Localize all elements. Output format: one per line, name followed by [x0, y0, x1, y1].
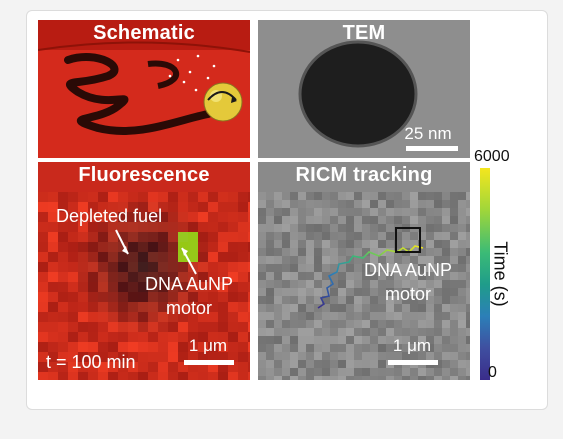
time-label: t = 100 min — [46, 352, 136, 372]
tem-scale-label: 25 nm — [404, 124, 452, 143]
tem-title: TEM — [342, 22, 386, 44]
colorbar-min-label: 0 — [488, 364, 497, 381]
motor-label-line1: DNA AuNP — [144, 274, 234, 294]
fluorescence-scale-bar — [184, 360, 234, 365]
fluorescence-scale-label: 1 μm — [188, 336, 228, 355]
ricm-scale-label: 1 μm — [392, 336, 432, 355]
fluorescence-panel: Fluorescence Depleted fuel DNA AuNP moto… — [38, 162, 250, 380]
schematic-title: Schematic — [93, 22, 195, 44]
motor-label-line2: motor — [165, 298, 212, 318]
depleted-fuel-label: Depleted fuel — [56, 206, 163, 226]
ricm-scale-bar — [388, 360, 438, 365]
schematic-illustration — [38, 20, 250, 135]
colorbar-max-label: 6000 — [474, 148, 510, 165]
tem-image — [298, 40, 418, 148]
ricm-panel: RICM tracking DNA AuNP motor 1 μm — [258, 162, 470, 380]
time-colorbar — [480, 168, 490, 380]
fluorescence-title: Fluorescence — [78, 164, 210, 186]
ricm-motor-label-line1: DNA AuNP — [363, 260, 453, 280]
tem-panel: TEM 25 nm — [258, 20, 470, 158]
tem-scale-bar — [406, 146, 458, 151]
colorbar-axis-label: Time (s) — [490, 241, 511, 307]
schematic-panel: Schematic — [38, 20, 250, 158]
ricm-motor-label-line2: motor — [384, 284, 431, 304]
fluorescence-image — [38, 192, 250, 380]
ricm-title: RICM tracking — [295, 164, 433, 186]
